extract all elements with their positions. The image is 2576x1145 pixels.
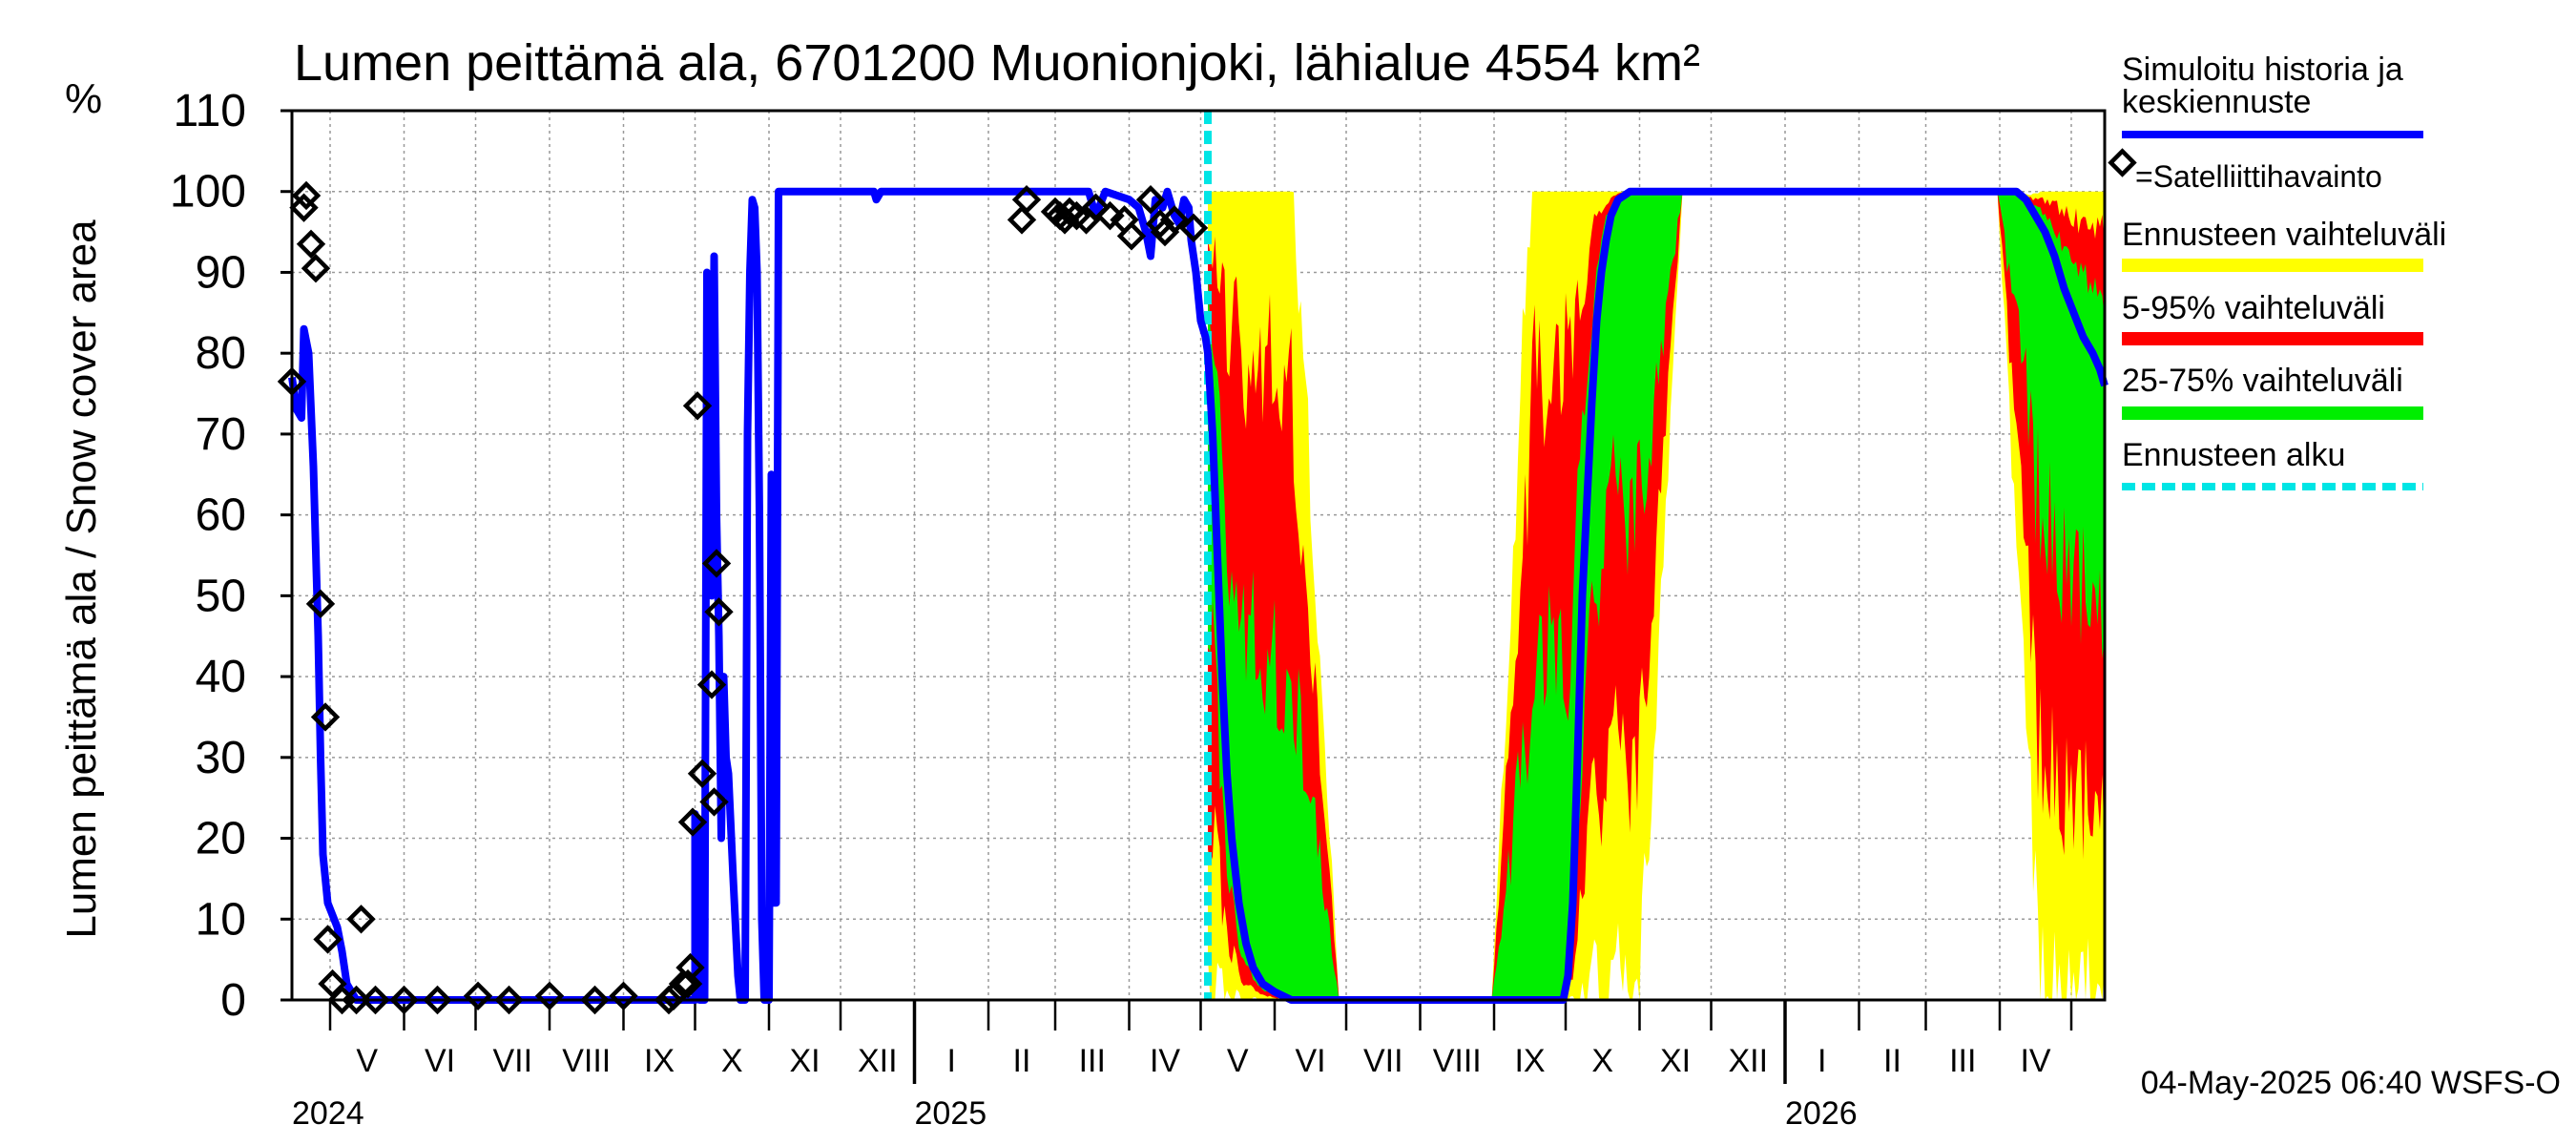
satellite-point bbox=[1007, 205, 1037, 235]
satellite-point bbox=[463, 981, 493, 1010]
satellite-point bbox=[609, 981, 638, 1010]
legend-range-label: Ennusteen vaihteluväli bbox=[2122, 217, 2446, 253]
x-month-label: I bbox=[1818, 1043, 1826, 1079]
satellite-point bbox=[1011, 184, 1042, 215]
legend-simulated-line1: Simuloitu historia ja bbox=[2122, 52, 2403, 88]
legend-p25-75-label: 25-75% vaihteluväli bbox=[2122, 363, 2403, 399]
x-month-label: VIII bbox=[562, 1043, 611, 1079]
x-month-label: II bbox=[1013, 1043, 1031, 1079]
satellite-point bbox=[534, 981, 565, 1010]
satellite-point bbox=[313, 925, 343, 954]
x-month-label: V bbox=[356, 1043, 378, 1079]
x-year-label: 2026 bbox=[1785, 1095, 1858, 1132]
x-month-label: VI bbox=[1295, 1043, 1325, 1079]
x-month-label: XII bbox=[858, 1043, 898, 1079]
satellite-markers bbox=[277, 180, 1209, 1015]
satellite-point bbox=[305, 589, 336, 619]
satellite-point bbox=[301, 254, 331, 283]
satellite-point bbox=[277, 366, 307, 397]
forecast-bands bbox=[1208, 191, 2105, 1000]
y-tick-label: 30 bbox=[196, 733, 246, 783]
x-month-label: X bbox=[721, 1043, 743, 1079]
x-month-label: IX bbox=[1514, 1043, 1545, 1079]
x-month-label: IV bbox=[1150, 1043, 1180, 1079]
y-tick-label: 40 bbox=[196, 652, 246, 702]
satellite-point bbox=[342, 985, 371, 1015]
x-month-label: I bbox=[947, 1043, 956, 1079]
satellite-point bbox=[296, 229, 326, 260]
satellite-point bbox=[696, 670, 727, 699]
satellite-point bbox=[701, 549, 732, 578]
satellite-point bbox=[1159, 205, 1190, 235]
legend-satellite-marker bbox=[2108, 148, 2137, 177]
satellite-point bbox=[1116, 221, 1147, 251]
x-year-label: 2025 bbox=[915, 1095, 987, 1132]
satellite-point bbox=[1135, 184, 1166, 215]
satellite-point bbox=[682, 391, 713, 421]
x-axis: V VI VII VIII IX X XI XII I II III IV V VI VII VIII IX X X… bbox=[292, 1000, 2073, 1132]
plot-frame bbox=[290, 109, 2107, 1002]
y-tick-label: 0 bbox=[220, 975, 246, 1026]
legend: Simuloitu historia ja keskiennuste =Sate… bbox=[2108, 52, 2446, 490]
x-year-label: 2024 bbox=[292, 1095, 364, 1132]
legend-p5-95-label: 5-95% vaihteluväli bbox=[2122, 290, 2385, 326]
y-axis-ticks: 0 10 20 30 40 50 60 70 80 90 100 110 bbox=[170, 86, 292, 1026]
satellite-point bbox=[704, 597, 734, 627]
x-month-label: III bbox=[1079, 1043, 1106, 1079]
satellite-point bbox=[677, 807, 708, 837]
y-unit-label: % bbox=[65, 75, 102, 122]
x-month-label: X bbox=[1591, 1043, 1613, 1079]
legend-simulated-line2: keskiennuste bbox=[2122, 84, 2311, 120]
x-month-label: III bbox=[1949, 1043, 1976, 1079]
x-month-label: IX bbox=[644, 1043, 675, 1079]
satellite-point bbox=[580, 985, 610, 1015]
y-tick-label: 10 bbox=[196, 894, 246, 945]
satellite-point bbox=[346, 905, 376, 934]
y-tick-label: 90 bbox=[196, 247, 246, 298]
y-axis-label: Lumen peittämä ala / Snow cover area bbox=[58, 219, 105, 939]
x-month-label: XII bbox=[1728, 1043, 1768, 1079]
y-tick-label: 70 bbox=[196, 409, 246, 460]
y-tick-label: 20 bbox=[196, 814, 246, 864]
plot-area bbox=[292, 111, 2105, 1000]
chart-title: Lumen peittämä ala, 6701200 Muonionjoki,… bbox=[294, 34, 1700, 92]
x-month-label: XI bbox=[1660, 1043, 1691, 1079]
plot-background bbox=[292, 111, 2105, 1000]
satellite-point bbox=[310, 702, 341, 732]
p25-75-band bbox=[1208, 191, 2105, 1000]
x-month-label: VI bbox=[425, 1043, 455, 1079]
plot-border bbox=[290, 109, 2107, 1002]
x-month-label: VII bbox=[492, 1043, 532, 1079]
satellite-point bbox=[423, 985, 452, 1015]
satellite-point bbox=[291, 180, 322, 211]
legend-satellite-label: =Satelliittihavainto bbox=[2135, 159, 2382, 194]
y-tick-label: 100 bbox=[170, 167, 246, 218]
satellite-point bbox=[699, 787, 729, 817]
y-tick-label: 60 bbox=[196, 490, 246, 541]
legend-forecast-start-label: Ennusteen alku bbox=[2122, 437, 2345, 473]
satellite-point bbox=[389, 985, 419, 1015]
y-tick-label: 50 bbox=[196, 571, 246, 621]
forecast-range-band bbox=[1208, 191, 2105, 1000]
timestamp: 04-May-2025 06:40 WSFS-O bbox=[2141, 1065, 2561, 1101]
x-month-label: VII bbox=[1363, 1043, 1403, 1079]
x-month-label: II bbox=[1883, 1043, 1901, 1079]
y-tick-label: 80 bbox=[196, 328, 246, 379]
satellite-point bbox=[361, 985, 390, 1015]
satellite-point bbox=[494, 985, 524, 1015]
satellite-point bbox=[687, 759, 717, 788]
satellite-point bbox=[675, 952, 705, 983]
x-month-label: V bbox=[1227, 1043, 1249, 1079]
y-tick-label: 110 bbox=[173, 86, 246, 136]
satellite-point bbox=[1178, 213, 1209, 243]
legend-simulated-label: Simuloitu historia ja keskiennuste bbox=[2122, 52, 2412, 120]
x-month-label: VIII bbox=[1433, 1043, 1482, 1079]
x-month-label: IV bbox=[2020, 1043, 2050, 1079]
x-month-label: XI bbox=[789, 1043, 820, 1079]
